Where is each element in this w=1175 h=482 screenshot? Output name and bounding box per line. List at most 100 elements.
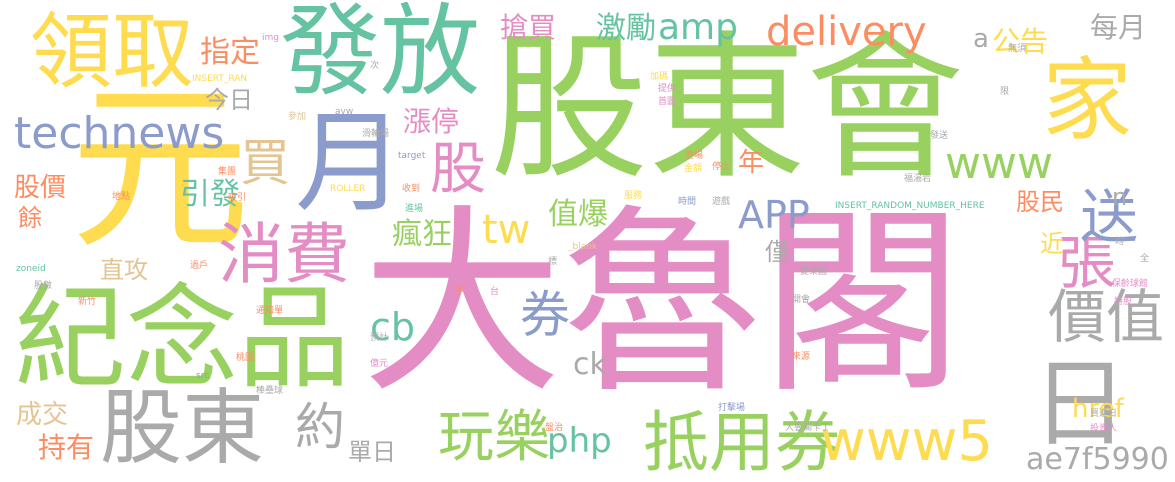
word-straight-attack: 直攻 — [100, 256, 148, 284]
word-explode: 值爆 — [548, 197, 608, 232]
word-location: 地點 — [112, 192, 131, 202]
word-motivate: 激勵 — [596, 11, 656, 46]
word-ae7f5990: ae7f5990 — [1026, 442, 1169, 477]
word-shareholding: 持股 — [1114, 297, 1133, 307]
word-tai: 台 — [490, 287, 500, 297]
word-entry: 進場 — [405, 204, 424, 214]
word-www: www — [945, 138, 1053, 189]
word-group: 集團 — [218, 167, 237, 177]
word-play: 玩樂 — [438, 405, 550, 470]
word-stop: 停止 — [712, 162, 731, 172]
word-yuan: 元 — [70, 65, 251, 274]
word-hsinchu: 新竹 — [78, 297, 97, 307]
word-zhang: 張 — [1058, 229, 1117, 297]
word-bonus: 加碼 — [650, 72, 669, 82]
word-blank: _blank — [568, 242, 598, 252]
word-limit-up: 漲停 — [403, 105, 460, 138]
word-time: 時間 — [678, 197, 697, 207]
word-img: img — [262, 33, 279, 43]
word-monthly: 每月 — [1090, 11, 1147, 44]
word-roller: ROLLER — [330, 184, 366, 194]
word-technews: technews — [14, 108, 225, 159]
word-crazy: 瘋狂 — [392, 217, 452, 252]
word-target: target — [398, 151, 426, 161]
word-received: 收到 — [402, 184, 421, 194]
word-zoneid: zoneid — [16, 264, 46, 274]
word-delivery: delivery — [766, 9, 927, 55]
word-remaining: 餘 — [18, 204, 42, 232]
word-source: 來源 — [792, 352, 811, 362]
word-times: 次 — [370, 61, 380, 71]
word-buy: 買 — [240, 134, 290, 192]
word-tw: tw — [482, 207, 531, 253]
word-meeting: 開會 — [792, 295, 811, 305]
word-about: 約 — [295, 398, 345, 456]
word-bowling: 保齡球館 — [1112, 279, 1149, 289]
word-month: 月 — [295, 99, 405, 227]
word-skating-rink: 滑輪場 — [362, 129, 390, 139]
word-cb: cb — [370, 305, 416, 349]
word-distribute: 發放 — [280, 0, 480, 110]
word-href: href — [1072, 394, 1124, 424]
word-receive: 領取 — [30, 5, 195, 100]
word-average: 均 — [1115, 237, 1125, 247]
word-futang-rock: 福湯岩 — [904, 174, 932, 184]
word-insert-random-number: INSERT_RANDOM_NUMBER_HERE — [835, 201, 985, 211]
word-deal: 成交 — [16, 400, 69, 430]
word-tailuge: 大魯閣 — [362, 188, 963, 421]
word-today: 今日 — [205, 86, 253, 114]
word-issue: 發送 — [930, 131, 949, 141]
word-a: a — [973, 24, 989, 54]
word-announcement: 公告 — [992, 25, 1049, 58]
word-n: n — [1112, 183, 1128, 211]
word-no-need: 無須 — [1008, 44, 1027, 54]
word-all: 全 — [1140, 254, 1150, 264]
word-amp: amp — [658, 7, 738, 48]
word-baseball: 棒壘球 — [256, 386, 284, 396]
word-app: APP — [738, 193, 810, 237]
word-taoyuan: 桃園 — [236, 353, 255, 363]
word-www5: www5 — [820, 409, 994, 474]
word-participate: 參加 — [288, 112, 307, 122]
word-avw: avw — [335, 107, 354, 117]
word-batting-cage: 打擊場 — [718, 403, 746, 413]
word-stock: 股 — [430, 137, 486, 202]
word-souvenir: 紀念品 — [14, 274, 350, 404]
word-consumption: 消費 — [218, 216, 350, 293]
word-near: 近 — [1040, 230, 1064, 258]
word-limit: 限 — [1000, 87, 1010, 97]
word-coupon: 券 — [520, 286, 570, 344]
word-amount: 金額 — [684, 164, 703, 174]
word-investors: 股民 — [1016, 188, 1064, 216]
word-shareholders-meeting: 股東會 — [490, 17, 964, 201]
word-home: 家 — [1042, 48, 1132, 153]
word-attract: 吸引 — [228, 193, 247, 203]
word-tailuge-kart: 大魯閣卡丁 — [785, 423, 831, 433]
word-ballfield: 壘場 — [685, 151, 704, 161]
word-day: 日 — [1032, 348, 1128, 460]
word-ck: ck — [573, 347, 607, 382]
word-hold: 持有 — [38, 431, 95, 464]
word-billion: 億元 — [370, 359, 389, 369]
word-value: 價值 — [1048, 283, 1165, 351]
word-designated: 指定 — [200, 35, 260, 70]
word-voucher: 抵用券 — [643, 404, 841, 481]
word-buy-in-date: 買進日 — [1090, 409, 1118, 419]
word-year: 年 — [738, 148, 765, 178]
word-php: php — [547, 421, 612, 461]
word-share-count: 股數 — [34, 281, 53, 291]
word-panzhi: 盤治 — [545, 423, 564, 433]
word-love-park: 愛樂園 — [800, 267, 828, 277]
word-mark: 標 — [548, 257, 558, 267]
word-game: 遊戲 — [712, 197, 731, 207]
word-insert-ran: INSERT_RAN — [192, 74, 248, 84]
word-send: 送 — [1080, 183, 1139, 251]
word-provide: 提供 — [658, 84, 677, 94]
word-rush-buy: 搶買 — [500, 11, 557, 44]
word-src: src — [196, 371, 210, 381]
word-notice: 通知單 — [256, 306, 284, 316]
word-transfer: 過戶 — [190, 261, 209, 271]
word-service: 服務 — [624, 191, 643, 201]
word-give: 予 — [455, 287, 465, 297]
